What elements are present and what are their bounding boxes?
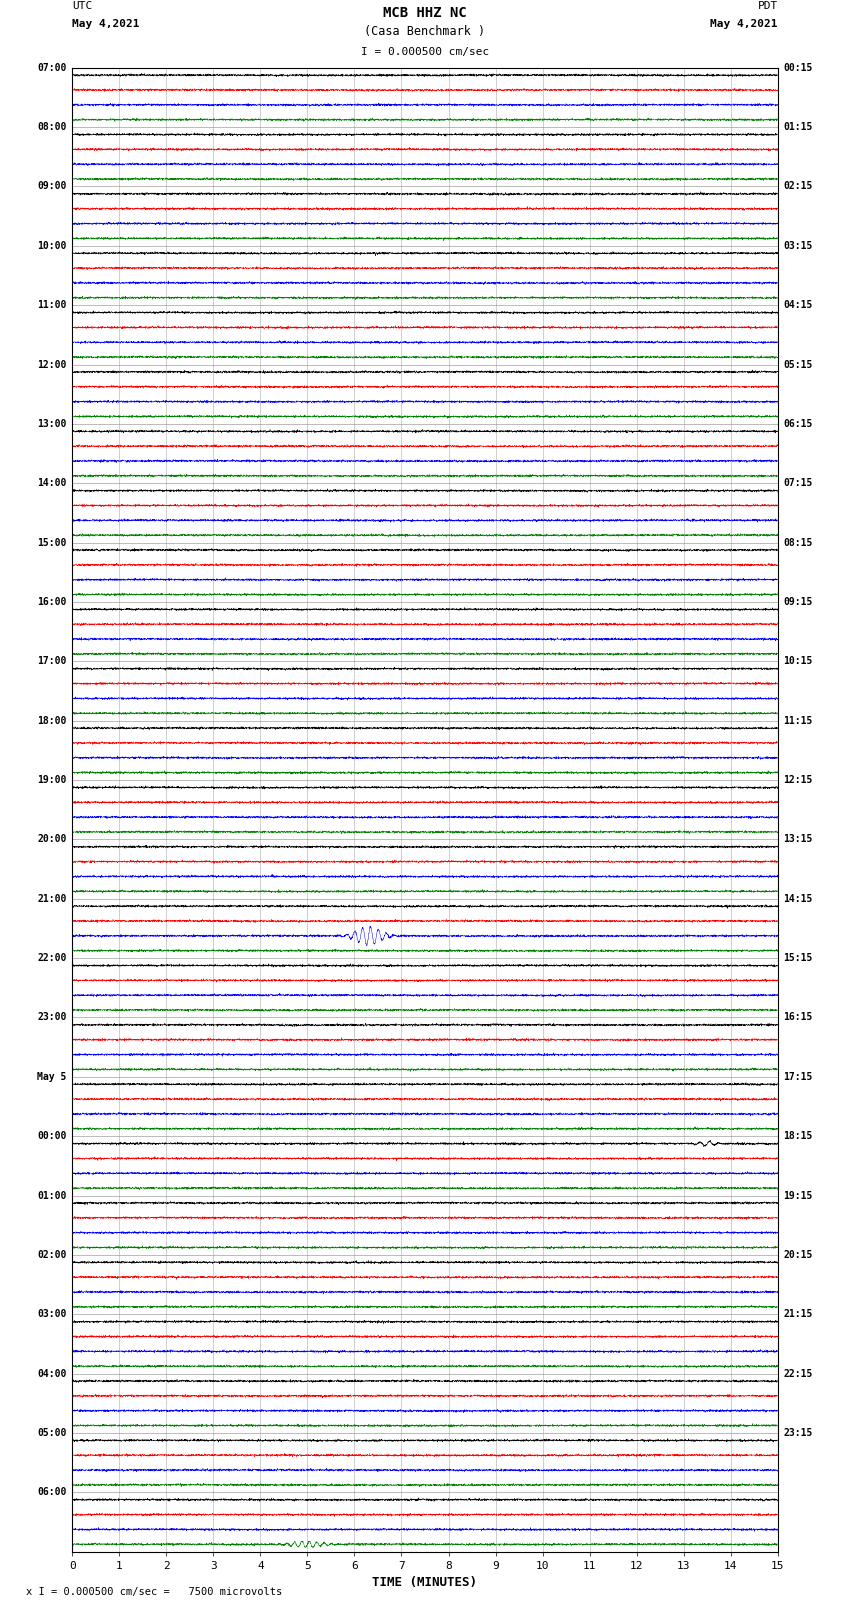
Text: 01:15: 01:15 [784, 123, 813, 132]
Text: May 4,2021: May 4,2021 [72, 19, 139, 29]
Text: 11:00: 11:00 [37, 300, 66, 310]
Text: 23:00: 23:00 [37, 1013, 66, 1023]
Text: 04:00: 04:00 [37, 1369, 66, 1379]
Text: MCB HHZ NC: MCB HHZ NC [383, 6, 467, 21]
Text: 13:15: 13:15 [784, 834, 813, 844]
Text: 16:15: 16:15 [784, 1013, 813, 1023]
Text: 10:15: 10:15 [784, 656, 813, 666]
Text: 07:00: 07:00 [37, 63, 66, 73]
Text: 17:15: 17:15 [784, 1073, 813, 1082]
Text: 08:15: 08:15 [784, 537, 813, 547]
Text: 03:15: 03:15 [784, 240, 813, 250]
Text: 10:00: 10:00 [37, 240, 66, 250]
Text: 20:15: 20:15 [784, 1250, 813, 1260]
Text: 09:00: 09:00 [37, 182, 66, 192]
Text: PDT: PDT [757, 2, 778, 11]
Text: 16:00: 16:00 [37, 597, 66, 606]
Text: 19:00: 19:00 [37, 776, 66, 786]
Text: 13:00: 13:00 [37, 419, 66, 429]
Text: 19:15: 19:15 [784, 1190, 813, 1200]
X-axis label: TIME (MINUTES): TIME (MINUTES) [372, 1576, 478, 1589]
Text: 20:00: 20:00 [37, 834, 66, 844]
Text: 17:00: 17:00 [37, 656, 66, 666]
Text: 04:15: 04:15 [784, 300, 813, 310]
Text: 18:15: 18:15 [784, 1131, 813, 1140]
Text: 15:00: 15:00 [37, 537, 66, 547]
Text: 06:00: 06:00 [37, 1487, 66, 1497]
Text: 01:00: 01:00 [37, 1190, 66, 1200]
Text: UTC: UTC [72, 2, 93, 11]
Text: 12:00: 12:00 [37, 360, 66, 369]
Text: 07:15: 07:15 [784, 479, 813, 489]
Text: 05:15: 05:15 [784, 360, 813, 369]
Text: 21:00: 21:00 [37, 894, 66, 903]
Text: 22:15: 22:15 [784, 1369, 813, 1379]
Text: 00:15: 00:15 [784, 63, 813, 73]
Text: 02:00: 02:00 [37, 1250, 66, 1260]
Text: 06:15: 06:15 [784, 419, 813, 429]
Text: 05:00: 05:00 [37, 1428, 66, 1437]
Text: May 5: May 5 [37, 1073, 66, 1082]
Text: 14:00: 14:00 [37, 479, 66, 489]
Text: x I = 0.000500 cm/sec =   7500 microvolts: x I = 0.000500 cm/sec = 7500 microvolts [26, 1587, 281, 1597]
Text: 08:00: 08:00 [37, 123, 66, 132]
Text: 22:00: 22:00 [37, 953, 66, 963]
Text: (Casa Benchmark ): (Casa Benchmark ) [365, 26, 485, 39]
Text: 11:15: 11:15 [784, 716, 813, 726]
Text: May 4,2021: May 4,2021 [711, 19, 778, 29]
Text: 21:15: 21:15 [784, 1310, 813, 1319]
Text: 09:15: 09:15 [784, 597, 813, 606]
Text: 23:15: 23:15 [784, 1428, 813, 1437]
Text: I = 0.000500 cm/sec: I = 0.000500 cm/sec [361, 47, 489, 58]
Text: 12:15: 12:15 [784, 776, 813, 786]
Text: 14:15: 14:15 [784, 894, 813, 903]
Text: 18:00: 18:00 [37, 716, 66, 726]
Text: 15:15: 15:15 [784, 953, 813, 963]
Text: 02:15: 02:15 [784, 182, 813, 192]
Text: 00:00: 00:00 [37, 1131, 66, 1140]
Text: 03:00: 03:00 [37, 1310, 66, 1319]
